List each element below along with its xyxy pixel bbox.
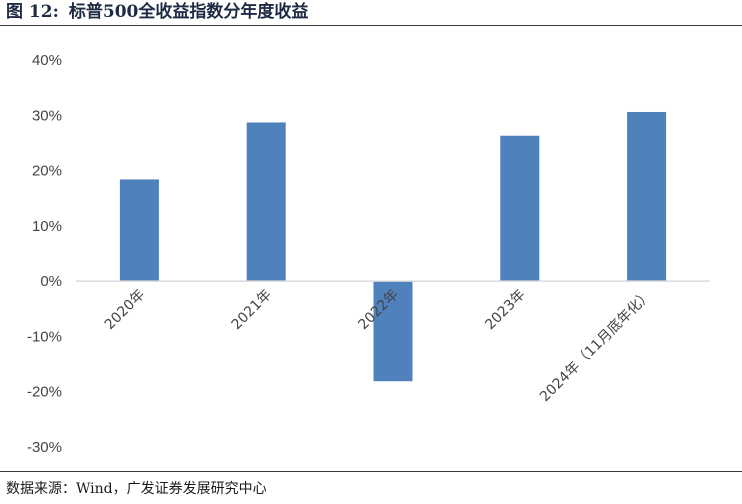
y-tick-label: -20%: [27, 384, 62, 401]
bar: [246, 122, 286, 282]
figure-title: 图 12: 标普500全收益指数分年度收益: [6, 0, 308, 24]
source-note: 数据来源：Wind，广发证券发展研究中心: [6, 481, 267, 497]
bar: [119, 179, 159, 282]
x-tick-label: 2021年: [229, 287, 275, 333]
figure-title-text: 标普500全收益指数分年度收益: [68, 2, 309, 22]
x-tick-label: 2023年: [482, 287, 528, 333]
y-axis-ticks: -30% -20% -10% 0% 10% 20% 30% 40%: [27, 52, 62, 456]
x-tick-label: 2020年: [102, 287, 148, 333]
y-tick-label: 0%: [40, 273, 62, 290]
y-tick-label: -30%: [27, 439, 62, 456]
bars: [119, 111, 667, 382]
source-divider: [0, 471, 742, 472]
bar: [373, 281, 413, 382]
x-tick-label: 2024年（11月底年化）: [537, 287, 655, 405]
bar-chart: -30% -20% -10% 0% 10% 20% 30% 40% 2020年 2021年 202…: [27, 52, 710, 456]
y-tick-label: 20%: [32, 163, 62, 180]
bar: [627, 111, 667, 282]
y-tick-label: -10%: [27, 328, 62, 345]
y-tick-label: 10%: [32, 218, 62, 235]
title-divider: [0, 25, 742, 26]
bar: [500, 135, 540, 282]
y-tick-label: 30%: [32, 107, 62, 124]
y-tick-label: 40%: [32, 52, 62, 69]
figure-number: 图 12:: [6, 2, 59, 22]
